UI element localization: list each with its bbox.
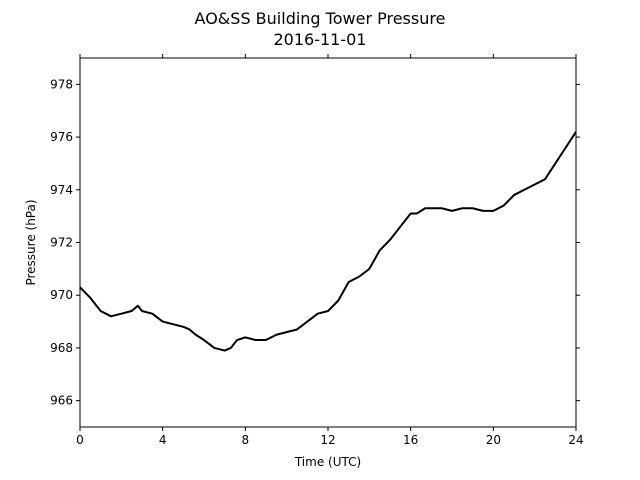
y-axis-label: Pressure (hPa) [24,199,38,285]
axes-frame [79,57,577,428]
y-tick-label: 966 [50,394,73,408]
y-tick-label: 976 [50,130,73,144]
x-tick-label: 20 [486,433,501,447]
plot-area [79,131,577,352]
x-axis: 0 4 8 12 16 20 24 [76,54,584,447]
x-axis-label: Time (UTC) [294,455,361,469]
chart-title: AO&SS Building Tower Pressure [195,9,446,28]
y-tick-label: 978 [50,77,73,91]
y-tick-label: 972 [50,236,73,250]
chart-subtitle: 2016-11-01 [274,30,367,49]
x-tick-label: 24 [568,433,583,447]
x-tick-label: 8 [242,433,250,447]
x-tick-label: 4 [159,433,167,447]
pressure-series-line-0 [79,131,577,352]
x-tick-label: 0 [76,433,84,447]
x-tick-label: 16 [403,433,418,447]
y-tick-label: 970 [50,288,73,302]
y-tick-label: 968 [50,341,73,355]
y-axis: 966 968 970 972 974 976 978 [50,77,580,408]
x-tick-label: 12 [320,433,335,447]
y-tick-label: 974 [50,183,73,197]
